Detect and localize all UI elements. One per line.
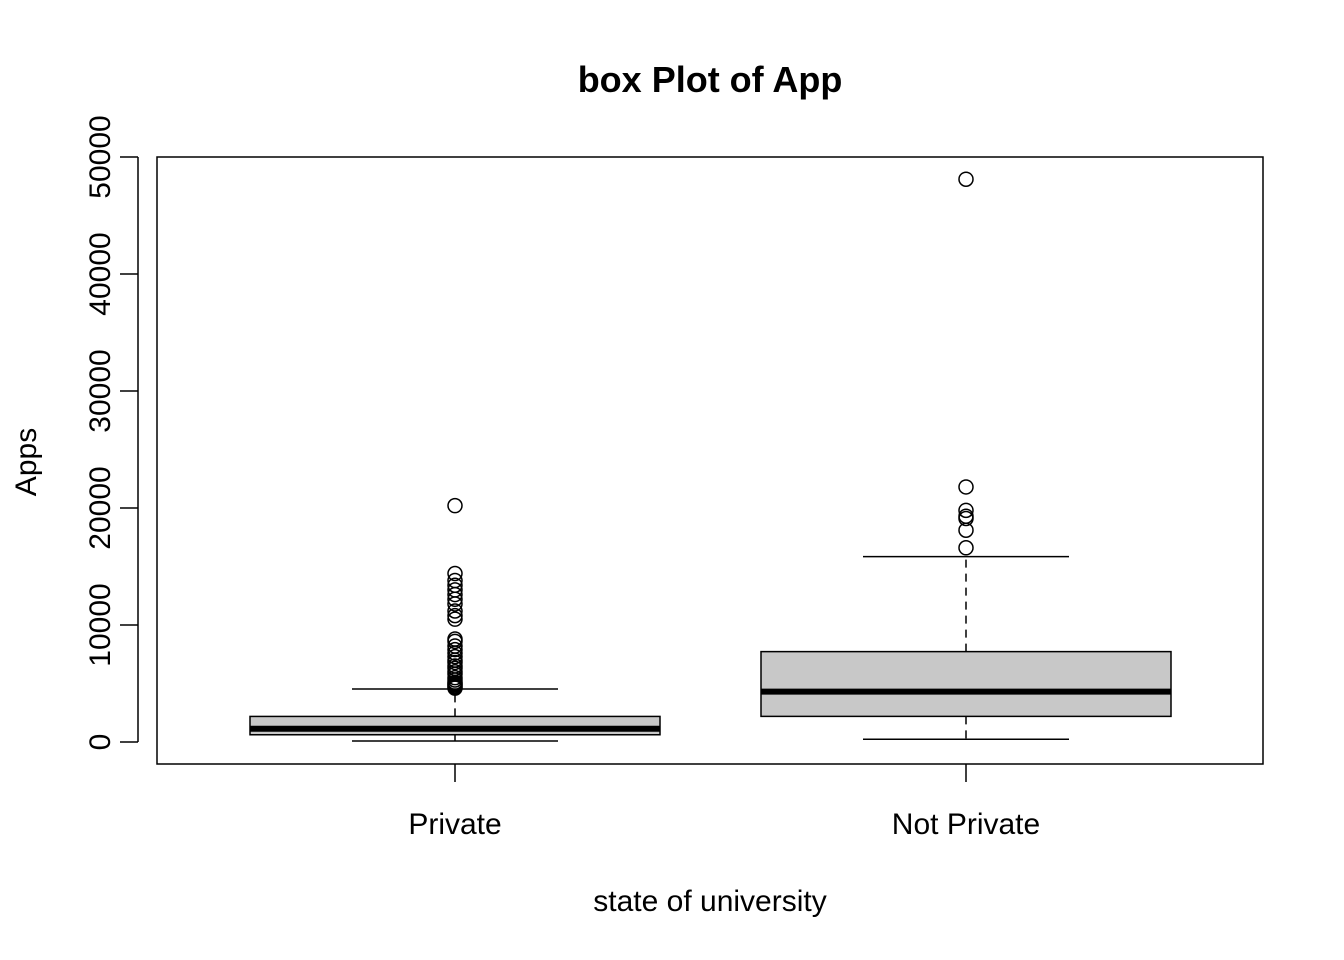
outlier-point (447, 607, 463, 624)
outlier-point (447, 565, 463, 582)
outlier-point (447, 603, 463, 619)
outlier-point (447, 611, 463, 627)
outlier-point (958, 540, 974, 556)
outlier-point (958, 502, 974, 519)
outlier-point (447, 638, 463, 654)
x-tick-label: Not Private (892, 808, 1040, 841)
outlier-point (447, 664, 463, 680)
iqr-box (760, 650, 1172, 718)
y-axis: 0 10000 20000 30000 40000 50000 (84, 115, 139, 751)
outlier-point (958, 171, 974, 187)
outlier-point (447, 631, 463, 647)
box-group (760, 171, 1172, 741)
x-tick-label: Private (408, 808, 501, 841)
plot-area-frame (156, 156, 1264, 765)
iqr-box (249, 715, 661, 736)
y-axis-label: Apps (10, 428, 43, 496)
box-group (249, 497, 661, 742)
outlier-point (958, 508, 974, 524)
chart-title: box Plot of App (578, 59, 843, 100)
y-tick-label: 30000 (84, 349, 117, 432)
outlier-point (958, 479, 974, 495)
boxes-layer (249, 171, 1172, 742)
y-tick-label: 0 (84, 734, 117, 751)
outlier-point (447, 658, 463, 674)
outlier-point (447, 582, 463, 598)
y-tick-label: 10000 (84, 583, 117, 666)
outlier-point (447, 669, 463, 686)
y-tick-label: 40000 (84, 232, 117, 315)
y-tick-label: 20000 (84, 466, 117, 549)
outlier-point (447, 497, 463, 514)
outlier-point (447, 648, 463, 665)
x-axis: Private Not Private (408, 764, 1040, 841)
outlier-point (447, 641, 463, 658)
outlier-point (447, 577, 463, 593)
y-tick-label: 50000 (84, 115, 117, 198)
x-axis-label: state of university (593, 885, 826, 918)
outlier-point (447, 572, 463, 589)
